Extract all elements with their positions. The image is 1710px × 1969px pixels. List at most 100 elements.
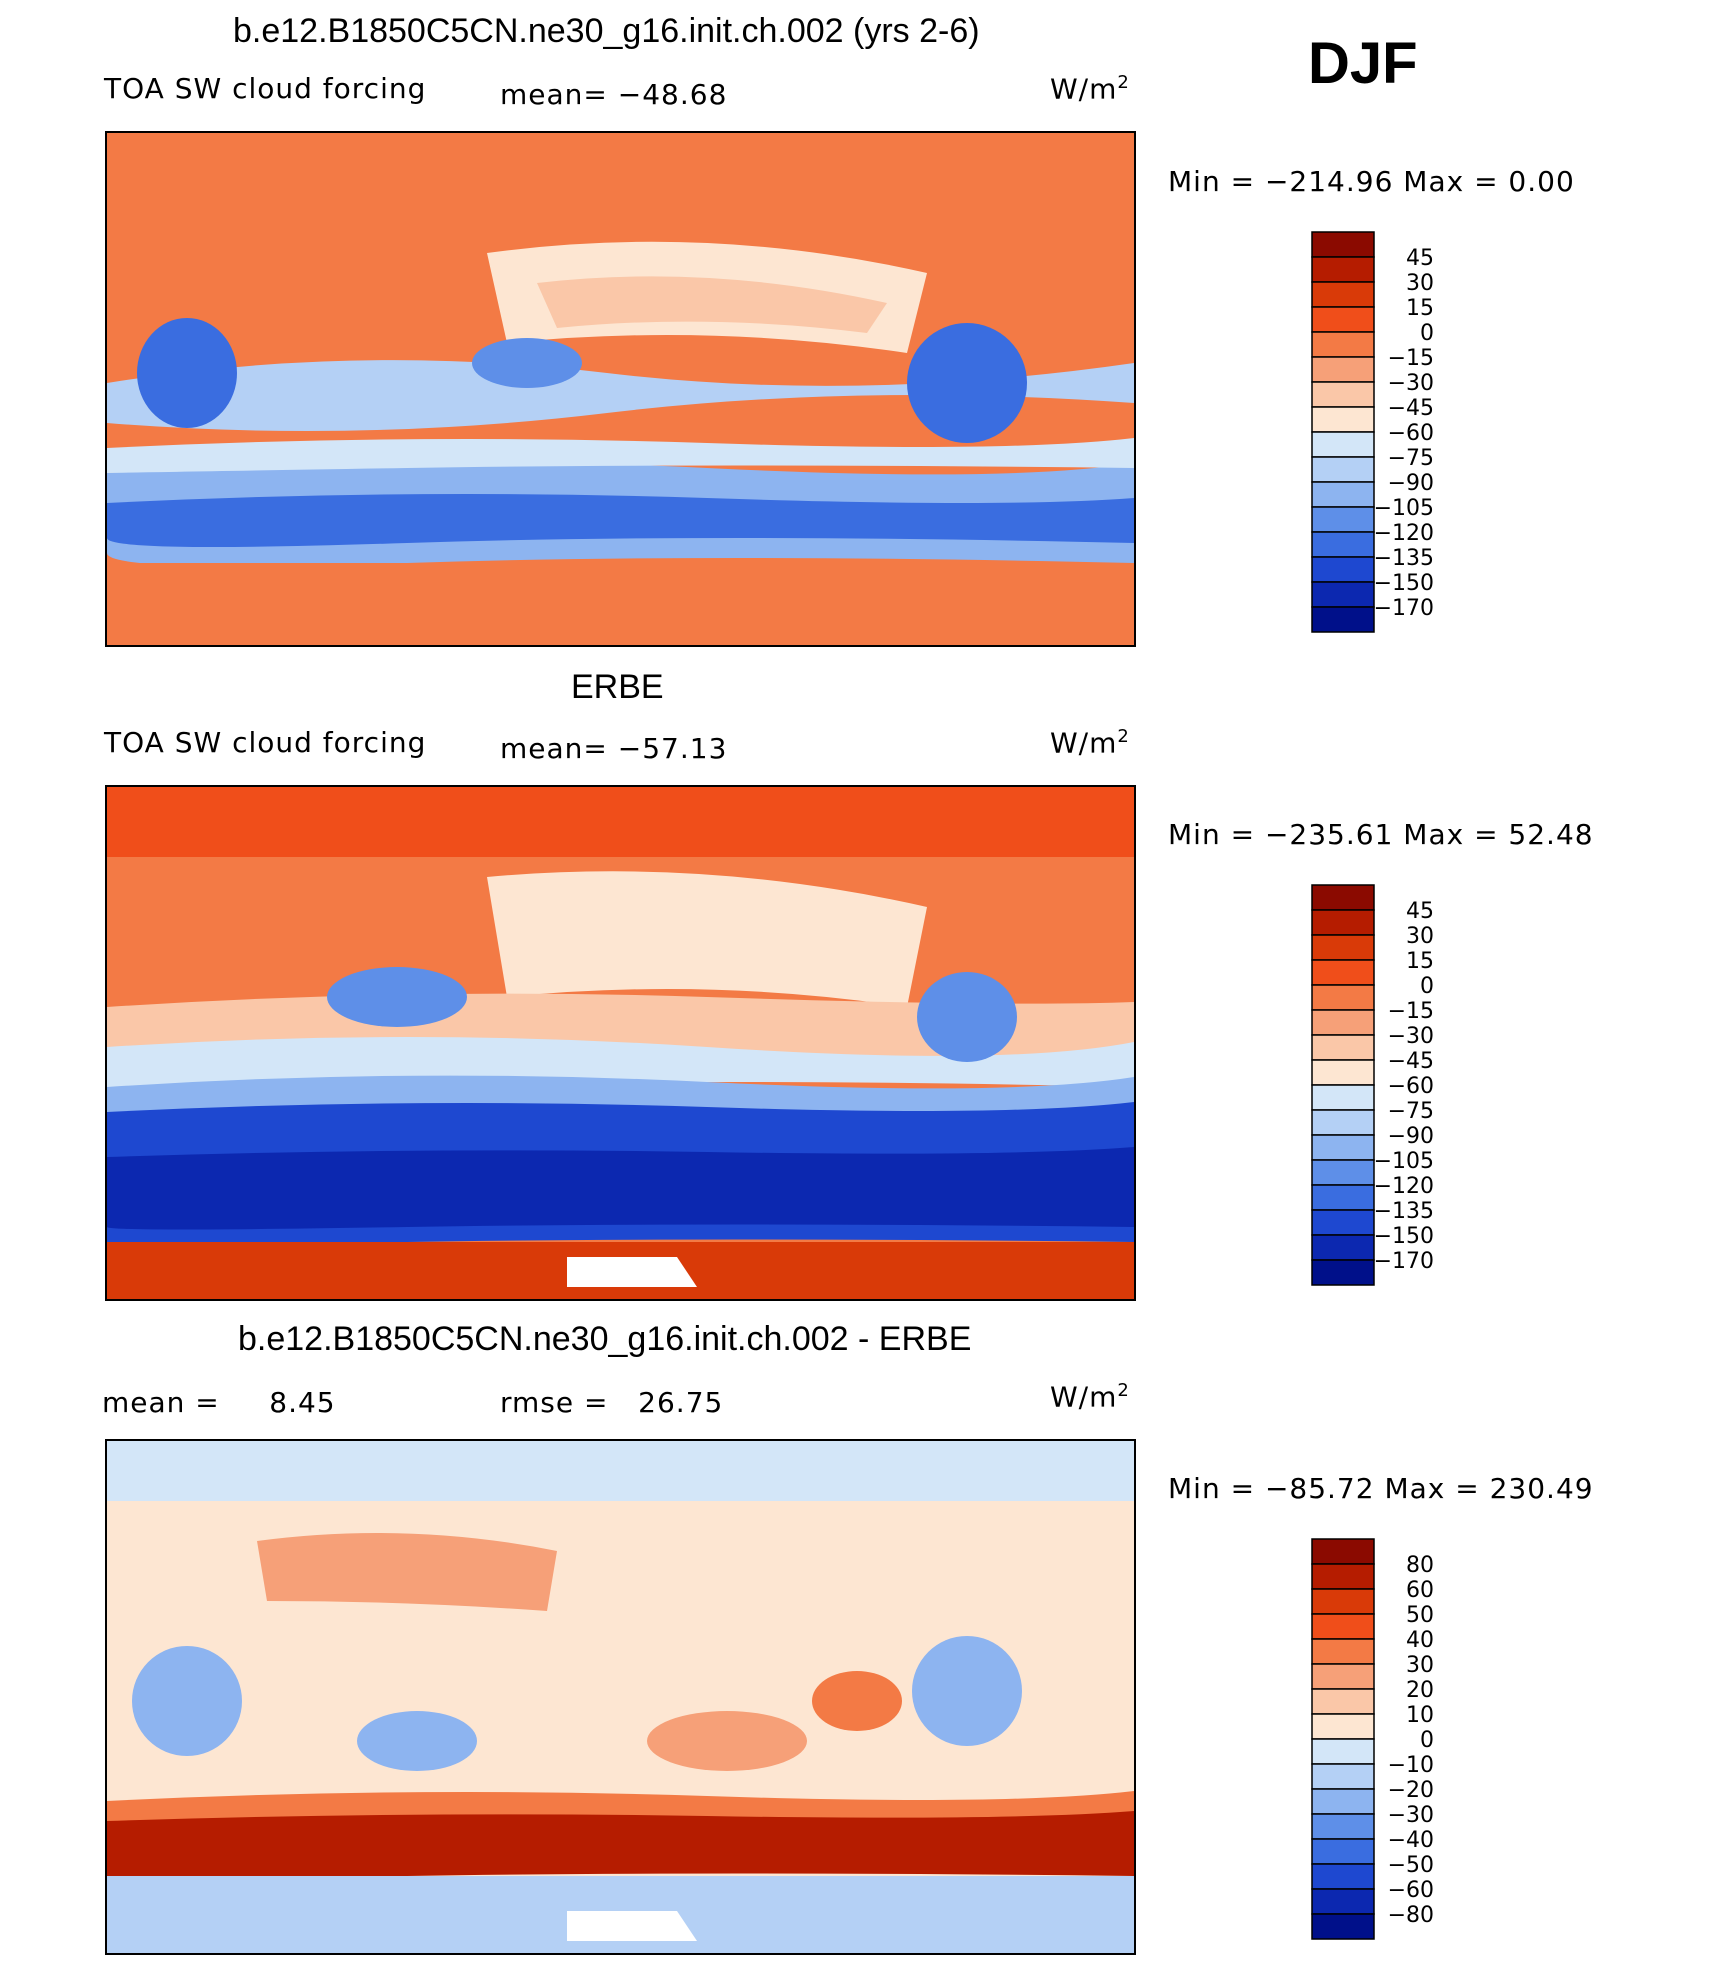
colorbar-tick-label: −45 [1388, 1049, 1434, 1074]
colorbar-tick-label: −105 [1374, 496, 1434, 521]
colorbar-tick-label: 20 [1406, 1678, 1434, 1703]
panel-2-units: W/m2 [1050, 726, 1130, 760]
colorbar-box [1311, 934, 1375, 961]
panel-1-title: b.e12.B1850C5CN.ne30_g16.init.ch.002 (yr… [233, 12, 980, 50]
colorbar-box [1311, 506, 1375, 533]
colorbar-tick-label: −105 [1374, 1149, 1434, 1174]
colorbar-tick-label: −120 [1374, 521, 1434, 546]
colorbar-box [1311, 1109, 1375, 1136]
colorbar-box [1311, 581, 1375, 608]
colorbar-tick-label: 45 [1406, 899, 1434, 924]
colorbar-box [1311, 1184, 1375, 1211]
colorbar-box [1311, 1563, 1375, 1590]
colorbar-box [1311, 959, 1375, 986]
colorbar-tick-label: −75 [1388, 446, 1434, 471]
colorbar-box [1311, 1688, 1375, 1715]
colorbar-box [1311, 231, 1375, 258]
colorbar-box [1311, 531, 1375, 558]
panel-3-center-label: rmse = 26.75 [500, 1386, 724, 1419]
colorbar-box [1311, 1888, 1375, 1915]
colorbar-tick-label: 50 [1406, 1603, 1434, 1628]
colorbar-box [1311, 381, 1375, 408]
panel-3-left-label: mean = 8.45 [102, 1386, 336, 1419]
colorbar-tick-label: −120 [1374, 1174, 1434, 1199]
colorbar-tick-label: 15 [1406, 296, 1434, 321]
colorbar-box [1311, 1259, 1375, 1286]
panel-3-minmax: Min = −85.72 Max = 230.49 [1168, 1472, 1594, 1505]
colorbar-box [1311, 1159, 1375, 1186]
colorbar-box [1311, 356, 1375, 383]
colorbar-tick-label: 30 [1406, 1653, 1434, 1678]
colorbar-tick-label: −50 [1388, 1853, 1434, 1878]
panel-3-units: W/m2 [1050, 1380, 1130, 1414]
colorbar-box [1311, 1738, 1375, 1765]
colorbar-box [1311, 406, 1375, 433]
colorbar-box [1311, 1838, 1375, 1865]
colorbar-box [1311, 1034, 1375, 1061]
colorbar-box [1311, 1613, 1375, 1640]
colorbar-box [1311, 1638, 1375, 1665]
colorbar-box [1311, 1913, 1375, 1940]
colorbar-box [1311, 1813, 1375, 1840]
colorbar-tick-label: 40 [1406, 1628, 1434, 1653]
colorbar-tick-label: 0 [1420, 974, 1434, 999]
colorbar-box [1311, 1059, 1375, 1086]
colorbar-box [1311, 1588, 1375, 1615]
colorbar-tick-label: −45 [1388, 396, 1434, 421]
colorbar-tick-label: −80 [1388, 1903, 1434, 1928]
colorbar-tick-label: −10 [1388, 1753, 1434, 1778]
panel-2-left-label: TOA SW cloud forcing [104, 726, 427, 759]
panel-3-colorbar: 80 60 50 40 30 20 10 0 −10 −20 −30 −40 −50 −60 −80 [1310, 1537, 1470, 1942]
colorbar-box [1311, 884, 1375, 911]
colorbar-box [1311, 481, 1375, 508]
colorbar-tick-label: −135 [1374, 1199, 1434, 1224]
colorbar-box [1311, 909, 1375, 936]
colorbar-box [1311, 1234, 1375, 1261]
season-label: DJF [1308, 31, 1418, 96]
colorbar-box [1311, 306, 1375, 333]
colorbar-tick-label: 80 [1406, 1553, 1434, 1578]
colorbar-tick-label: −60 [1388, 1878, 1434, 1903]
colorbar-tick-label: −150 [1374, 571, 1434, 596]
panel-3-map [105, 1439, 1136, 1955]
colorbar-tick-label: −150 [1374, 1224, 1434, 1249]
colorbar-box [1311, 1538, 1375, 1565]
panel-1-units: W/m2 [1050, 72, 1130, 106]
colorbar-tick-label: −90 [1388, 471, 1434, 496]
colorbar-tick-label: −30 [1388, 1803, 1434, 1828]
colorbar-tick-label: −170 [1374, 1249, 1434, 1274]
colorbar-box [1311, 984, 1375, 1011]
colorbar-tick-label: 30 [1406, 924, 1434, 949]
colorbar-box [1311, 1788, 1375, 1815]
colorbar-box [1311, 331, 1375, 358]
panel-3-title: b.e12.B1850C5CN.ne30_g16.init.ch.002 - E… [238, 1320, 972, 1358]
panel-1-colorbar: 45 30 15 0 −15 −30 −45 −60 −75 −90 −105 −120 −135 −15… [1310, 230, 1470, 635]
colorbar-box [1311, 1863, 1375, 1890]
colorbar-tick-label: −90 [1388, 1124, 1434, 1149]
colorbar-box [1311, 1084, 1375, 1111]
colorbar-box [1311, 1209, 1375, 1236]
colorbar-tick-label: −30 [1388, 371, 1434, 396]
panel-1-left-label: TOA SW cloud forcing [104, 72, 427, 105]
colorbar-box [1311, 281, 1375, 308]
panel-2-colorbar: 45 30 15 0 −15 −30 −45 −60 −75 −90 −105 −120 −135 −15… [1310, 883, 1470, 1288]
colorbar-tick-label: −15 [1388, 999, 1434, 1024]
colorbar-tick-label: −30 [1388, 1024, 1434, 1049]
colorbar-tick-label: −60 [1388, 1074, 1434, 1099]
colorbar-tick-label: −20 [1388, 1778, 1434, 1803]
colorbar-tick-label: −60 [1388, 421, 1434, 446]
colorbar-box [1311, 456, 1375, 483]
colorbar-box [1311, 431, 1375, 458]
colorbar-tick-label: 60 [1406, 1578, 1434, 1603]
panel-2-minmax: Min = −235.61 Max = 52.48 [1168, 818, 1594, 851]
colorbar-box [1311, 256, 1375, 283]
panel-2-center-label: mean= −57.13 [500, 732, 728, 765]
colorbar-box [1311, 1134, 1375, 1161]
colorbar-tick-label: 45 [1406, 246, 1434, 271]
colorbar-box [1311, 1009, 1375, 1036]
colorbar-box [1311, 1763, 1375, 1790]
colorbar-tick-label: −170 [1374, 596, 1434, 621]
colorbar-tick-label: −75 [1388, 1099, 1434, 1124]
panel-1-center-label: mean= −48.68 [500, 78, 728, 111]
colorbar-tick-label: 10 [1406, 1703, 1434, 1728]
